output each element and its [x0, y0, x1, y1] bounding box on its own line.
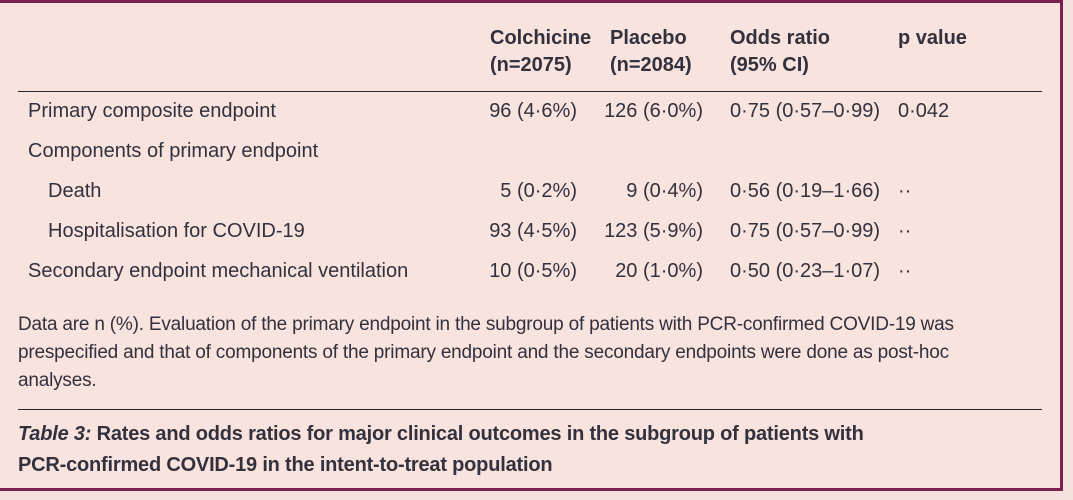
- cell-placebo: 123 (5·9%): [604, 220, 703, 242]
- column-header-line: Odds ratio: [730, 27, 831, 49]
- cell-placebo: [577, 132, 703, 172]
- column-header-odds-ratio: Odds ratio (95% CI): [703, 3, 898, 92]
- cell-placebo: 126 (6·0%): [604, 100, 703, 122]
- header-row: Colchicine (n=2075) Placebo (n=2084) Odd…: [18, 3, 1042, 92]
- cell-placebo: 9 (0·4%): [626, 180, 703, 202]
- footnote-line: Data are n (%). Evaluation of the primar…: [18, 313, 954, 335]
- table-row: Secondary endpoint mechanical ventilatio…: [18, 252, 1042, 292]
- table-caption: Table 3: Rates and odds ratios for major…: [18, 419, 1042, 481]
- cell-odds-ratio: 0·50 (0·23–1·07): [730, 260, 881, 282]
- cell-placebo: 20 (1·0%): [615, 260, 703, 282]
- column-header-line: (n=2084): [610, 54, 692, 76]
- column-header-p-value: p value: [898, 3, 1042, 92]
- cell-colchicine: 10 (0·5%): [489, 260, 577, 282]
- cell-odds-ratio: [703, 132, 898, 172]
- column-header-placebo: Placebo (n=2084): [577, 3, 703, 92]
- cell-p-value: ··: [898, 180, 912, 202]
- row-label: Death: [48, 180, 102, 202]
- cell-odds-ratio: 0·75 (0·57–0·99): [730, 220, 881, 242]
- caption-block: Table 3: Rates and odds ratios for major…: [18, 408, 1042, 481]
- table-row: Components of primary endpoint: [18, 132, 1042, 172]
- row-label: Hospitalisation for COVID-19: [48, 220, 305, 242]
- cell-p-value: ··: [898, 220, 912, 242]
- column-header-empty: [18, 3, 478, 92]
- cell-p-value: 0·042: [898, 100, 950, 122]
- cell-odds-ratio: 0·56 (0·19–1·66): [730, 180, 881, 202]
- column-header-colchicine: Colchicine (n=2075): [478, 3, 592, 92]
- cell-colchicine: [478, 132, 577, 172]
- row-label: Primary composite endpoint: [28, 100, 276, 122]
- row-label: Components of primary endpoint: [28, 140, 319, 162]
- column-header-line: (n=2075): [490, 54, 572, 76]
- caption-line1: Rates and odds ratios for major clinical…: [91, 422, 864, 445]
- cell-colchicine: 5 (0·2%): [500, 180, 577, 202]
- table-inner: Colchicine (n=2075) Placebo (n=2084) Odd…: [0, 3, 1060, 481]
- cell-colchicine: 93 (4·5%): [489, 220, 577, 242]
- column-header-line: Colchicine: [490, 27, 592, 49]
- caption-table-number: Table 3:: [18, 422, 92, 445]
- table-row: Hospitalisation for COVID-19 93 (4·5%) 1…: [18, 212, 1042, 252]
- caption-line2: PCR-confirmed COVID-19 in the intent-to-…: [18, 453, 553, 476]
- table-body: Primary composite endpoint 96 (4·6%) 126…: [18, 91, 1042, 292]
- table-header: Colchicine (n=2075) Placebo (n=2084) Odd…: [18, 3, 1042, 92]
- cell-colchicine: 96 (4·6%): [489, 100, 577, 122]
- column-header-line: (95% CI): [730, 54, 809, 76]
- cell-odds-ratio: 0·75 (0·57–0·99): [730, 100, 881, 122]
- column-header-line: p value: [898, 27, 967, 49]
- column-header-line: Placebo: [610, 27, 687, 49]
- table-frame: Colchicine (n=2075) Placebo (n=2084) Odd…: [0, 0, 1063, 491]
- row-label: Secondary endpoint mechanical ventilatio…: [28, 260, 409, 282]
- table-footnote: Data are n (%). Evaluation of the primar…: [18, 311, 1042, 395]
- footnote-line: analyses.: [18, 369, 97, 391]
- table-row: Primary composite endpoint 96 (4·6%) 126…: [18, 91, 1042, 132]
- cell-p-value: ··: [898, 260, 912, 282]
- table-row: Death 5 (0·2%) 9 (0·4%) 0·56 (0·19–1·66)…: [18, 172, 1042, 212]
- cell-p-value: [898, 132, 1042, 172]
- footnote-line: prespecified and that of components of t…: [18, 341, 949, 363]
- results-table: Colchicine (n=2075) Placebo (n=2084) Odd…: [18, 3, 1042, 292]
